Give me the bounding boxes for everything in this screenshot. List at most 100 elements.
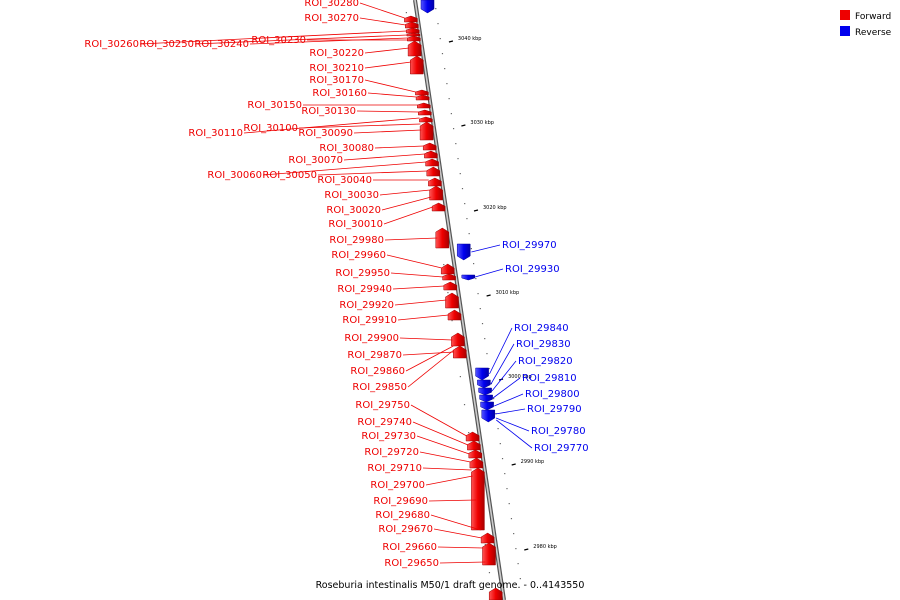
minor-tick-dot xyxy=(463,404,466,406)
legend-forward-swatch xyxy=(840,10,850,20)
kbp-tick-label: 3010 kbp xyxy=(496,290,520,296)
reverse-label-leader xyxy=(492,377,521,399)
forward-gene-arrow xyxy=(468,449,483,459)
forward-gene-label: ROI_30270 xyxy=(304,13,359,24)
forward-gene-arrow xyxy=(417,102,431,109)
reverse-gene-arrow xyxy=(461,274,476,281)
minor-tick-dot xyxy=(447,292,449,294)
forward-label-leader xyxy=(392,285,445,290)
reverse-gene-arrow xyxy=(477,379,491,389)
forward-gene-arrow xyxy=(480,532,495,544)
forward-gene-label: ROI_30230 xyxy=(251,35,306,46)
forward-gene-arrow xyxy=(440,263,455,275)
forward-gene-label: ROI_29700 xyxy=(370,480,425,491)
reverse-label-leader xyxy=(490,343,515,385)
minor-tick-dot xyxy=(435,8,437,10)
minor-tick-dot xyxy=(506,488,508,490)
reverse-gene-arrow xyxy=(481,409,496,423)
minor-tick-dot xyxy=(468,233,470,235)
forward-label-leader xyxy=(405,345,454,372)
minor-tick-dot xyxy=(513,533,515,535)
reverse-label-leader xyxy=(471,244,501,253)
minor-tick-dot xyxy=(519,578,521,580)
minor-tick-dot xyxy=(470,248,472,250)
legend-reverse-swatch xyxy=(840,26,850,36)
reverse-label-leader xyxy=(495,417,530,432)
forward-label-leader xyxy=(428,499,477,502)
minor-tick-dot xyxy=(443,264,445,266)
minor-tick-dot xyxy=(459,376,461,378)
kbp-tick-mark xyxy=(511,463,516,466)
forward-gene-label: ROI_30150 xyxy=(247,100,302,111)
minor-tick-dot xyxy=(448,98,450,100)
forward-gene-label: ROI_30280 xyxy=(304,0,359,9)
forward-label-leader xyxy=(384,237,438,241)
forward-gene-label: ROI_29940 xyxy=(337,284,392,295)
forward-gene-arrow xyxy=(415,89,429,96)
forward-label-leader xyxy=(356,110,419,113)
forward-gene-label: ROI_29870 xyxy=(347,350,402,361)
forward-gene-label: ROI_29690 xyxy=(373,496,428,507)
forward-label-leader xyxy=(410,404,467,437)
forward-gene-label: ROI_29910 xyxy=(342,315,397,326)
minor-tick-dot xyxy=(459,173,461,175)
forward-label-leader xyxy=(364,79,416,93)
forward-gene-arrow xyxy=(445,292,459,309)
forward-label-leader xyxy=(416,435,470,455)
minor-tick-dot xyxy=(461,188,464,190)
forward-gene-label: ROI_30250 xyxy=(139,39,194,50)
forward-gene-arrow xyxy=(419,116,433,123)
reverse-label-leader xyxy=(474,268,504,278)
forward-gene-label: ROI_30040 xyxy=(317,175,372,186)
minor-tick-dot xyxy=(468,432,470,434)
reverse-gene-label: ROI_29930 xyxy=(505,264,560,275)
kbp-tick-mark xyxy=(486,294,491,297)
kbp-scale-ticks: 3040 kbp 3030 kbp 3020 kbp 3010 kbp 3000 kbp… xyxy=(448,36,557,551)
forward-gene-arrow xyxy=(453,345,467,359)
forward-gene-arrow xyxy=(425,158,439,167)
forward-label-leader xyxy=(364,47,410,54)
minor-tick-dot xyxy=(451,320,453,322)
minor-tick-dot xyxy=(486,353,488,355)
forward-gene-label: ROI_29650 xyxy=(384,558,439,569)
minor-tick-dot xyxy=(473,263,475,265)
forward-label-leader xyxy=(439,561,486,564)
forward-gene-label: ROI_30020 xyxy=(326,205,381,216)
forward-label-leader xyxy=(437,546,484,549)
forward-gene-label: ROI_30210 xyxy=(309,63,364,74)
forward-gene-label: ROI_30030 xyxy=(324,190,379,201)
minor-tick-dot xyxy=(437,23,439,25)
forward-gene-arrow xyxy=(426,166,441,177)
minor-tick-dot xyxy=(457,158,459,160)
minor-tick-dot xyxy=(497,428,499,430)
legend-reverse-label: Reverse xyxy=(855,28,892,38)
forward-gene-arrow xyxy=(410,55,424,75)
minor-tick-dot xyxy=(466,218,468,220)
forward-label-leader xyxy=(139,30,407,45)
minor-tick-dot xyxy=(488,368,490,370)
minor-tick-dot xyxy=(510,518,513,520)
forward-gene-arrow xyxy=(428,177,442,187)
forward-gene-label: ROI_29670 xyxy=(378,524,433,535)
forward-gene-arrow xyxy=(465,431,480,442)
minor-tick-dot xyxy=(484,338,486,340)
forward-label-leader xyxy=(381,196,432,211)
minor-tick-dot xyxy=(484,544,486,546)
kbp-tick-mark xyxy=(448,40,454,43)
forward-gene-arrow xyxy=(424,150,438,159)
minor-tick-dot xyxy=(517,563,519,565)
forward-gene-arrow xyxy=(471,467,485,531)
forward-label-leader xyxy=(402,351,455,356)
kbp-tick-label: 3020 kbp xyxy=(483,205,507,211)
reverse-gene-label: ROI_29970 xyxy=(502,240,557,251)
reverse-gene-label: ROI_29800 xyxy=(525,389,580,400)
minor-tick-dot xyxy=(455,143,457,145)
forward-gene-label: ROI_29860 xyxy=(350,366,405,377)
forward-gene-arrow xyxy=(442,273,456,281)
forward-label-leader xyxy=(397,314,449,321)
forward-label-leader xyxy=(433,528,482,539)
forward-gene-arrow xyxy=(451,332,465,347)
forward-gene-label: ROI_29730 xyxy=(361,431,416,442)
forward-gene-label: ROI_29960 xyxy=(331,250,386,261)
forward-gene-arrow xyxy=(415,94,430,101)
